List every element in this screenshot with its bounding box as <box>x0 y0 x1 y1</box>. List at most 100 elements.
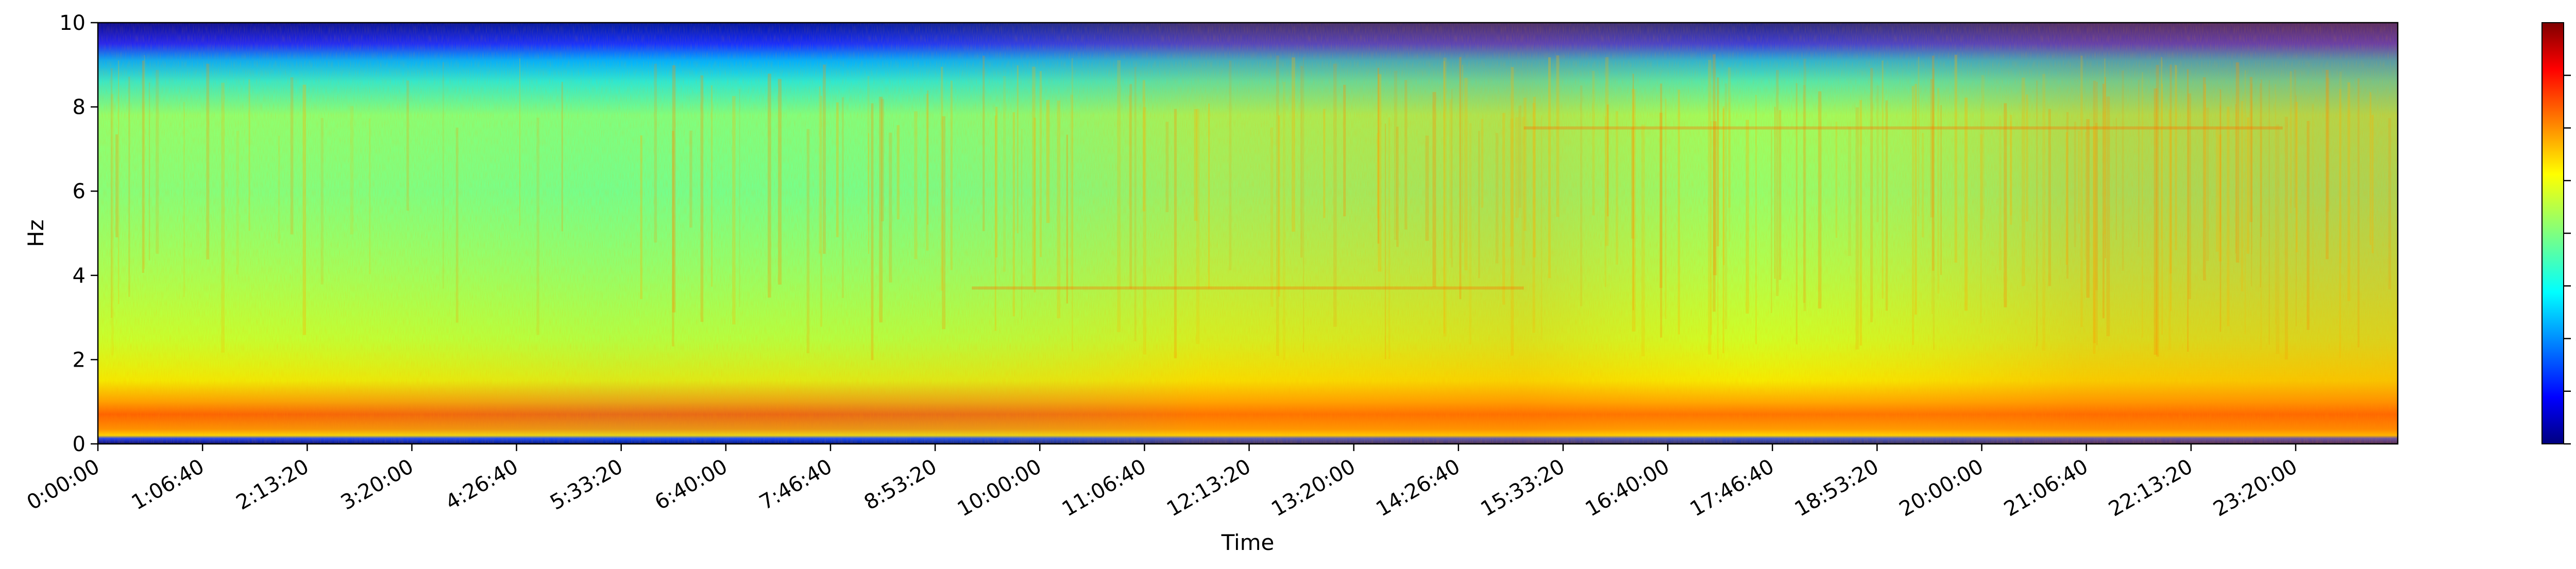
x-tick-label: 10:00:00 <box>954 455 1046 522</box>
spectrogram-streak <box>1072 58 1073 352</box>
spectrogram-streak <box>732 96 736 325</box>
x-tick-label: 14:26:40 <box>1372 455 1464 522</box>
spectrogram-streak <box>994 115 996 331</box>
spectrogram-streak <box>767 74 771 298</box>
x-tick-label: 11:06:40 <box>1058 455 1150 522</box>
spectrogram-streak <box>1333 63 1337 327</box>
spectrogram-streak <box>1835 122 1838 238</box>
spectrogram-streak <box>1142 80 1146 212</box>
spectrogram-streak <box>2161 57 2163 240</box>
spectrogram-streak <box>2095 123 2098 290</box>
y-tick-label: 6 <box>73 180 86 203</box>
spectrogram-streak <box>1521 116 1525 266</box>
spectrogram-streak <box>1396 126 1399 247</box>
spectrogram-streak <box>1918 57 1920 216</box>
spectrogram-streak <box>1774 107 1776 279</box>
spectrogram-streak <box>739 89 740 307</box>
x-tick-label: 4:26:40 <box>442 455 522 515</box>
spectrogram-streak <box>350 106 354 235</box>
spectrogram-streak <box>1046 99 1050 223</box>
spectrogram-streak <box>1117 60 1121 332</box>
colorbar-tick-label: -10 dB <box>2575 64 2576 88</box>
spectrogram-streak <box>1196 109 1200 344</box>
x-tick-label: 22:13:20 <box>2105 455 2197 522</box>
spectrogram-streak <box>1174 109 1177 358</box>
spectrogram-streak <box>1515 117 1519 218</box>
spectrogram-streak <box>1931 56 1935 271</box>
spectrogram-streak <box>1208 104 1210 289</box>
colorbar-tick-label: -80 dB <box>2575 433 2576 456</box>
spectrogram-streak <box>640 135 642 299</box>
spectrogram-streak <box>1604 116 1606 287</box>
spectrogram-streak <box>1462 64 1464 243</box>
spectrogram-streak <box>1066 134 1069 304</box>
spectrogram-streak <box>806 129 810 353</box>
spectrogram-streak <box>369 118 371 274</box>
spectrogram-streak <box>1070 94 1074 290</box>
spectrogram-streak <box>442 62 444 289</box>
spectrogram-streak <box>2084 132 2087 260</box>
spectrogram-streak <box>823 64 826 254</box>
spectrogram-streak <box>2347 82 2350 301</box>
spectrogram-streak <box>2312 104 2314 300</box>
spectrogram-streak <box>1032 66 1036 286</box>
spectrogram-streak <box>1425 135 1429 241</box>
spectrogram-streak <box>1292 57 1295 232</box>
spectrogram-streak <box>1511 67 1514 356</box>
spectrogram-streak <box>2295 101 2298 252</box>
spectrogram-streak <box>1343 84 1346 217</box>
spectrogram-streak <box>1631 127 1634 239</box>
spectrogram-streak <box>1510 118 1514 247</box>
spectrogram-streaks <box>110 54 2392 360</box>
spectrogram-streak <box>290 77 294 235</box>
spectrogram-streak <box>2093 126 2096 354</box>
spectrogram-streak <box>1885 100 1888 311</box>
spectrogram-streak <box>1710 121 1712 335</box>
plot-area <box>98 23 2398 444</box>
spectrogram-streak <box>519 58 521 226</box>
spectrogram-streak <box>1003 76 1006 272</box>
spectrogram-streak <box>2048 109 2051 286</box>
spectrogram-streak <box>879 96 883 323</box>
spectrogram-streak <box>654 63 657 243</box>
spectrogram-streak <box>926 94 929 251</box>
spectrogram-streak <box>2251 100 2252 255</box>
spectrogram-streak <box>2290 71 2292 214</box>
spectrogram-streak <box>1033 117 1036 292</box>
spectrogram-streak <box>2202 77 2206 281</box>
spectrogram-streak <box>1713 121 1717 275</box>
spectrogram-streak <box>1855 107 1859 350</box>
spectrogram-streak <box>1276 55 1279 356</box>
spectrogram-streak <box>1677 89 1680 335</box>
spectrogram-streak <box>2102 83 2105 319</box>
spectrogram-streak <box>1818 91 1822 309</box>
spectrogram-streak <box>820 96 822 327</box>
spectrogram-streak <box>1980 108 1982 323</box>
x-axis-label: Time <box>1221 530 1275 555</box>
spectrogram-streak <box>896 125 900 220</box>
spectrogram-streak <box>1981 75 1985 219</box>
spectrogram-streak <box>1323 109 1326 218</box>
spectrogram-streak <box>2010 121 2012 216</box>
spectrogram-streak <box>2175 65 2177 250</box>
spectrogram-band <box>972 286 1524 290</box>
spectrogram-streak <box>2187 69 2189 352</box>
spectrogram-streak <box>2096 81 2098 346</box>
colorbar-tick-label: -60 dB <box>2575 327 2576 351</box>
spectrogram-streak <box>1533 96 1536 257</box>
y-tick-label: 4 <box>73 264 86 288</box>
spectrogram-streak <box>1388 117 1391 359</box>
spectrogram-streak <box>2004 103 2007 307</box>
spectrogram-streak <box>248 79 250 231</box>
spectrogram-streak <box>1876 85 1879 222</box>
spectrogram-streak <box>1129 84 1132 289</box>
spectrogram-streak <box>2339 71 2342 263</box>
spectrogram-streak <box>1580 85 1583 306</box>
spectrogram-streak <box>2276 124 2280 354</box>
spectrogram-streak <box>2218 134 2222 262</box>
spectrogram-streak <box>1922 133 1924 238</box>
spectrogram-streak <box>2042 74 2045 351</box>
spectrogram-streak <box>2105 77 2106 258</box>
spectrogram-streak <box>1194 109 1198 221</box>
